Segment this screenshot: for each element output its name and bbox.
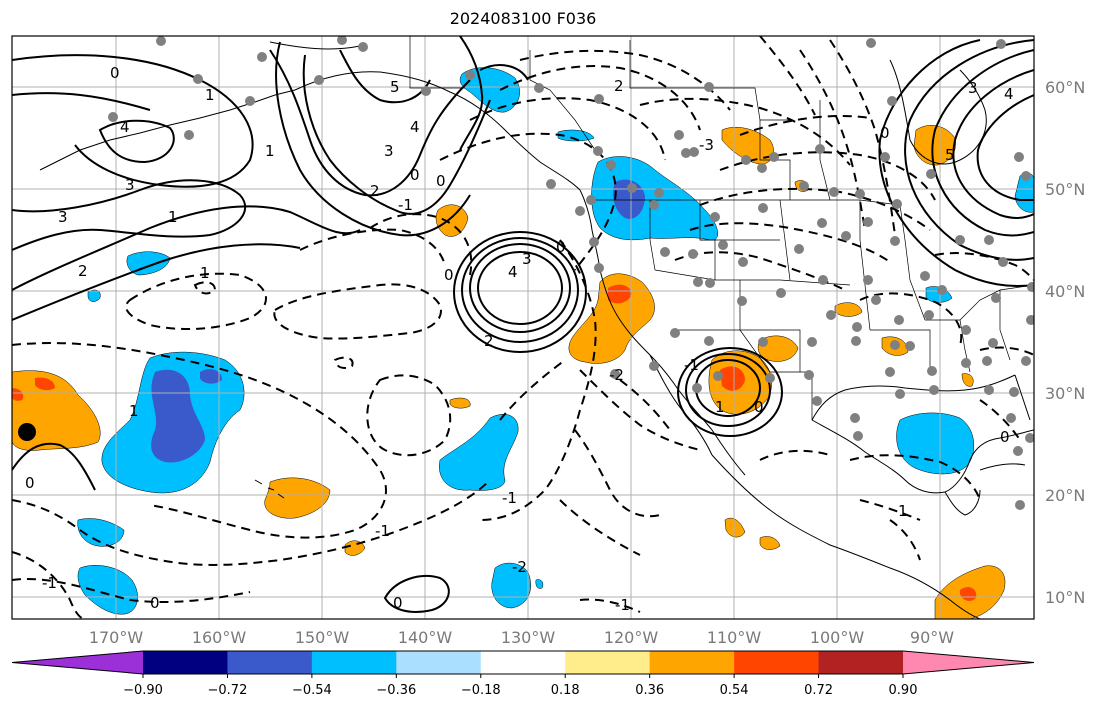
lat-label-40n: 40°N (1045, 282, 1085, 301)
contours (12, 36, 1034, 619)
contour-label: 1 (715, 398, 725, 416)
gridlines (12, 36, 1034, 619)
contour-label: -1 (398, 196, 413, 214)
contour-label: 0 (444, 266, 454, 284)
colorbar-tick-label: 0.18 (551, 683, 580, 698)
colorbar-segment (227, 651, 313, 674)
contour-label: 0 (393, 594, 403, 612)
lat-label-50n: 50°N (1045, 180, 1085, 199)
colorbar-tick-label: 0.36 (635, 683, 664, 698)
colorbar-extend-low (12, 651, 143, 674)
colorbar-segment (143, 651, 228, 674)
contour-label: 4 (120, 118, 130, 136)
colorbar-segment (480, 651, 566, 674)
lon-label-90w: 90°W (910, 628, 954, 647)
lon-label-100w: 100°W (810, 628, 865, 647)
contour-label: 1 (898, 502, 908, 520)
contour-label: 0 (436, 172, 446, 190)
lat-label-20n: 20°N (1045, 486, 1085, 505)
lon-label-160w: 160°W (192, 628, 247, 647)
contour-label: 0 (410, 166, 420, 184)
contour-label: 5 (390, 78, 400, 96)
lon-label-170w: 170°W (89, 628, 144, 647)
lat-label-30n: 30°N (1045, 384, 1085, 403)
contour-label: 3 (58, 208, 68, 226)
colorbar-tick-label: −0.72 (208, 683, 248, 698)
contour-label: -1 (375, 522, 390, 540)
colorbar-segment (818, 651, 904, 674)
colorbar-segment (311, 651, 397, 674)
colorbar-tick-label: −0.90 (123, 683, 163, 698)
colorbar-tick-label: 0.90 (889, 683, 918, 698)
colorbar-segment (734, 651, 820, 674)
contour-label: 0 (1000, 428, 1010, 446)
contour-label: 3 (968, 79, 978, 97)
contour-label: -2 (512, 558, 527, 576)
contour-label: 0 (556, 238, 566, 256)
colorbar-extend-high (903, 651, 1034, 674)
contour-label: -1 (42, 574, 57, 592)
contour-label: 1 (200, 264, 210, 282)
contour-label: 1 (205, 86, 215, 104)
lat-label-10n: 10°N (1045, 588, 1085, 607)
colorbar-tick-label: −0.18 (461, 683, 501, 698)
lon-label-110w: 110°W (707, 628, 762, 647)
contour-value-labels: 0 1 4 3 1 3 2 5 4 3 2 0 0 1 1 3 4 2 0 -1… (25, 64, 1014, 614)
contour-label: 2 (614, 77, 624, 95)
contour-label: 4 (410, 118, 420, 136)
contour-label: -2 (609, 366, 624, 384)
coastlines (39, 41, 1034, 619)
colorbar-tick-label: −0.36 (376, 683, 416, 698)
colorbar-tick-label: 0.54 (720, 683, 749, 698)
contour-label: 0 (754, 398, 764, 416)
colorbar-tick-label: 0.72 (804, 683, 833, 698)
contour-label: 2 (484, 332, 494, 350)
contour-label: -1 (684, 356, 699, 374)
contour-label: 2 (370, 182, 380, 200)
longitude-labels: 170°W 160°W 150°W 140°W 130°W 120°W 110°… (89, 628, 954, 647)
contour-label: 5 (945, 146, 955, 164)
contour-label: 4 (508, 263, 518, 281)
colorbar: −0.90 −0.72 −0.54 −0.36 −0.18 0.18 0.36 0.54 0.7… (11, 650, 1035, 698)
lat-label-60n: 60°N (1045, 78, 1085, 97)
lon-label-140w: 140°W (398, 628, 453, 647)
contour-label: 3 (384, 142, 394, 160)
contour-label: 3 (125, 176, 135, 194)
contour-label: 0 (880, 124, 890, 142)
anomaly-shading (12, 67, 1034, 619)
lon-label-120w: 120°W (604, 628, 659, 647)
contour-label: -1 (615, 596, 630, 614)
contour-label: 0 (25, 474, 35, 492)
map-frame (12, 36, 1034, 619)
station-markers (108, 36, 1034, 510)
contour-label: 1 (168, 208, 178, 226)
latitude-labels: 60°N 50°N 40°N 30°N 20°N 10°N (1045, 78, 1085, 607)
contour-label: -1 (502, 489, 517, 507)
colorbar-segment (565, 651, 651, 674)
contour-label: 1 (129, 402, 139, 420)
colorbar-segment (396, 651, 482, 674)
map-title: 2024083100 F036 (449, 9, 597, 28)
lon-label-150w: 150°W (295, 628, 350, 647)
marker-dot (18, 423, 36, 441)
colorbar-segment (649, 651, 735, 674)
contour-label: 0 (150, 594, 160, 612)
contour-label: 2 (78, 262, 88, 280)
contour-label: -3 (699, 136, 714, 154)
contour-label: 4 (1004, 85, 1014, 103)
lon-label-130w: 130°W (501, 628, 556, 647)
contour-label: 1 (265, 142, 275, 160)
contour-label: 3 (522, 250, 532, 268)
contour-label: 0 (110, 64, 120, 82)
colorbar-tick-label: −0.54 (292, 683, 332, 698)
